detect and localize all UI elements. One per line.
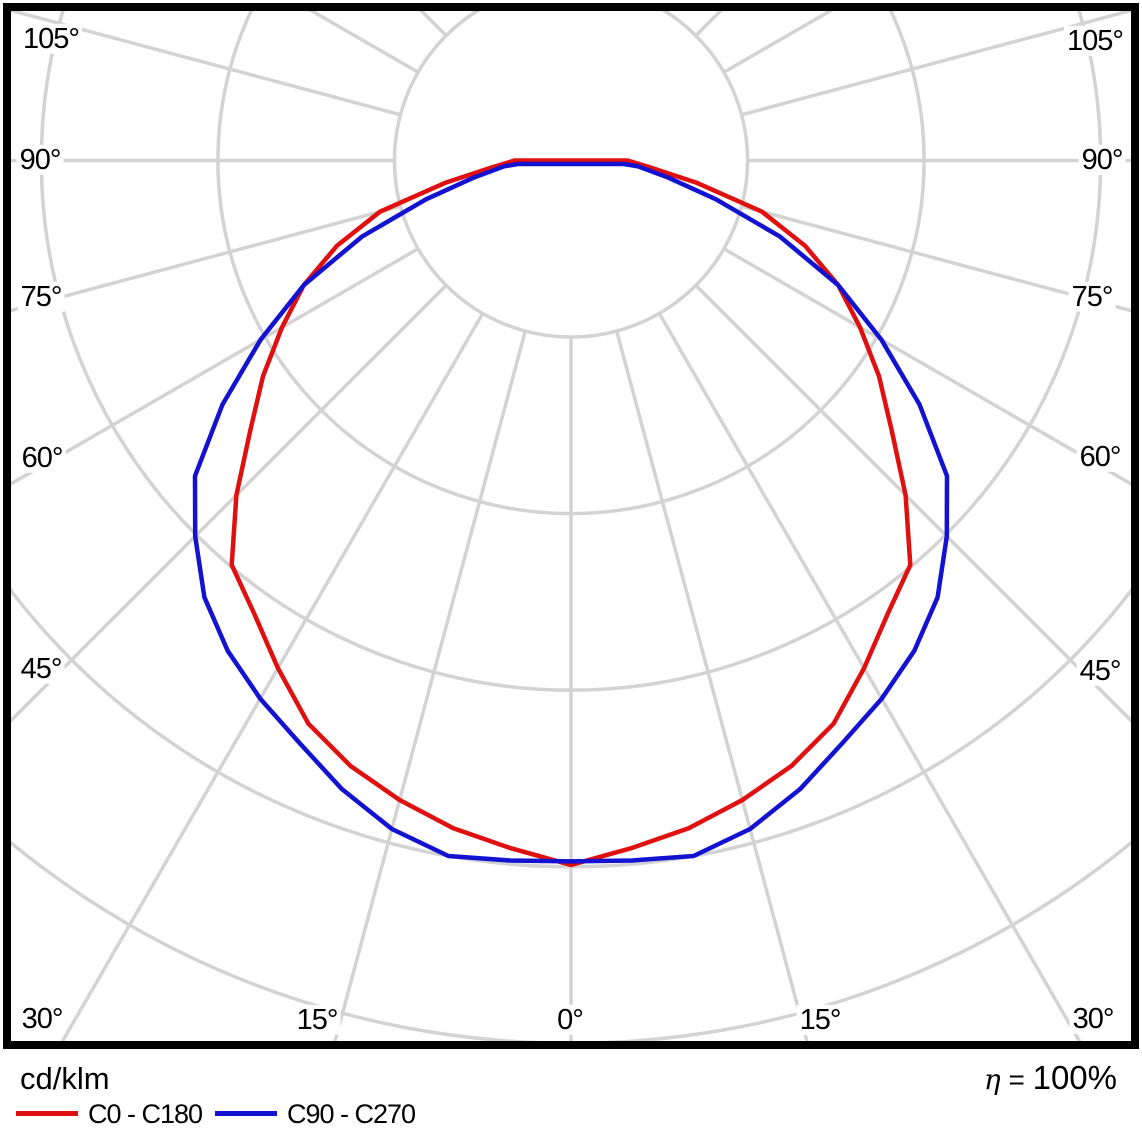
efficiency-readout: η = 100% xyxy=(984,1059,1117,1097)
eta-symbol: η xyxy=(983,1063,1001,1096)
legend-label-c0-c180: C0 - C180 xyxy=(88,1099,203,1129)
legend-label-c90-c270: C90 - C270 xyxy=(287,1099,416,1129)
curve-C90-C270 xyxy=(192,161,950,864)
legend-line-red xyxy=(16,1111,78,1116)
legend-line-blue xyxy=(215,1111,277,1116)
eta-equals: = xyxy=(1008,1064,1025,1095)
eta-value: 100% xyxy=(1032,1059,1117,1096)
footer: cd/klm C0 - C180 C90 - C270 η = 100% xyxy=(0,1051,1142,1132)
unit-label: cd/klm xyxy=(20,1061,110,1096)
